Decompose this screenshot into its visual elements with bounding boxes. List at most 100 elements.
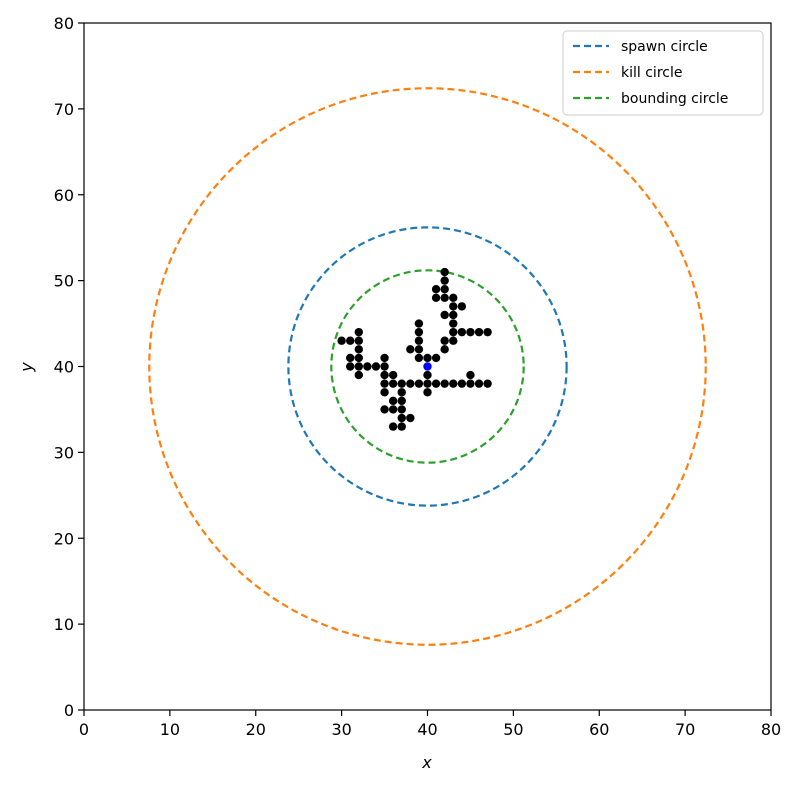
particle-point [406,379,415,388]
legend-label: bounding circle [621,91,728,107]
particle-point [440,336,449,345]
kill-circle [148,87,707,646]
particle-point [388,422,398,431]
particle-point [380,388,389,397]
particle-point [346,336,355,345]
x-tick-label: 60 [589,720,609,739]
particle-point [354,336,363,345]
x-tick-label: 30 [331,720,351,739]
particle-point [457,379,467,388]
y-tick-label: 80 [54,14,74,33]
particle-point [423,353,432,363]
particle-point [414,319,424,328]
x-tick-label: 10 [160,720,180,739]
particle-point [449,319,458,328]
particle-point [363,362,372,371]
x-tick-label: 0 [79,720,89,739]
particle-point [474,327,484,337]
particle-point [414,353,424,363]
particle-point [354,370,363,380]
particle-point [354,353,363,363]
y-tick-label: 20 [54,529,74,548]
particle-point [414,379,424,388]
particle-point [440,293,449,302]
particle-point [431,285,441,294]
particle-point [466,370,475,380]
particle-point [406,413,415,423]
particle-point [388,370,398,380]
particle-point [397,422,406,431]
particle-point [380,362,389,371]
particle-point [354,327,363,337]
y-tick-label: 60 [54,186,74,205]
y-tick-label: 50 [54,272,74,291]
particle-point [354,362,363,371]
particle-point [354,345,363,354]
particle-point [431,353,441,363]
particle-point [423,370,432,380]
particle-point [466,379,475,388]
particle-point [423,379,432,388]
particle-point [388,396,398,406]
particle-point [346,353,355,363]
particle-point [449,327,458,337]
particle-point [440,267,449,277]
particle-point [414,345,424,354]
particle-point [397,388,406,397]
particle-point [337,336,346,345]
particle-point [431,293,441,302]
particle-point [397,405,406,414]
y-axis-label: y [17,362,36,373]
particle-point [380,353,389,363]
legend-box [562,30,764,116]
particle-point [449,379,458,388]
particle-point [440,285,449,294]
particle-point [380,379,389,388]
x-tick-label: 40 [417,720,437,739]
particle-point [466,327,475,337]
particle-point [397,413,406,423]
y-tick-label: 40 [54,358,74,377]
particle-point [457,327,467,337]
particle-point [388,405,398,414]
legend-label: kill circle [621,65,682,81]
y-tick-label: 70 [54,100,74,119]
particle-point [423,388,432,397]
circles-layer [148,87,707,646]
particle-point [474,379,484,388]
particle-point [440,345,449,354]
x-tick-label: 70 [675,720,695,739]
particle-point [406,345,415,354]
particle-point [388,379,398,388]
particle-point [380,405,389,414]
particle-point [371,362,381,371]
particle-point [440,276,449,285]
seed-point [423,362,432,371]
y-tick-label: 30 [54,443,74,462]
particle-point [431,379,441,388]
y-tick-label: 0 [64,701,74,720]
x-tick-label: 50 [503,720,523,739]
x-axis-label: x [421,753,432,772]
particle-point [449,310,458,320]
x-tick-label: 80 [761,720,781,739]
x-tick-label: 20 [246,720,266,739]
y-tick-label: 10 [54,615,74,634]
spawn-circle [287,226,568,507]
particle-point [483,327,492,337]
particle-point [440,310,449,320]
particle-point [346,362,355,371]
legend-label: spawn circle [621,39,708,55]
particle-point [397,396,406,406]
particle-point [483,379,492,388]
particle-point [440,379,449,388]
legend: spawn circle kill circle bounding circle [562,30,764,116]
particle-point [414,327,424,337]
particle-point [449,293,458,302]
particle-point [449,302,458,311]
particles-layer [337,267,492,431]
particle-point [457,302,467,311]
axes: 0 10 20 30 40 50 60 70 80 0 10 20 30 40 50 60 70 80 [54,14,782,739]
particle-point [397,379,406,388]
